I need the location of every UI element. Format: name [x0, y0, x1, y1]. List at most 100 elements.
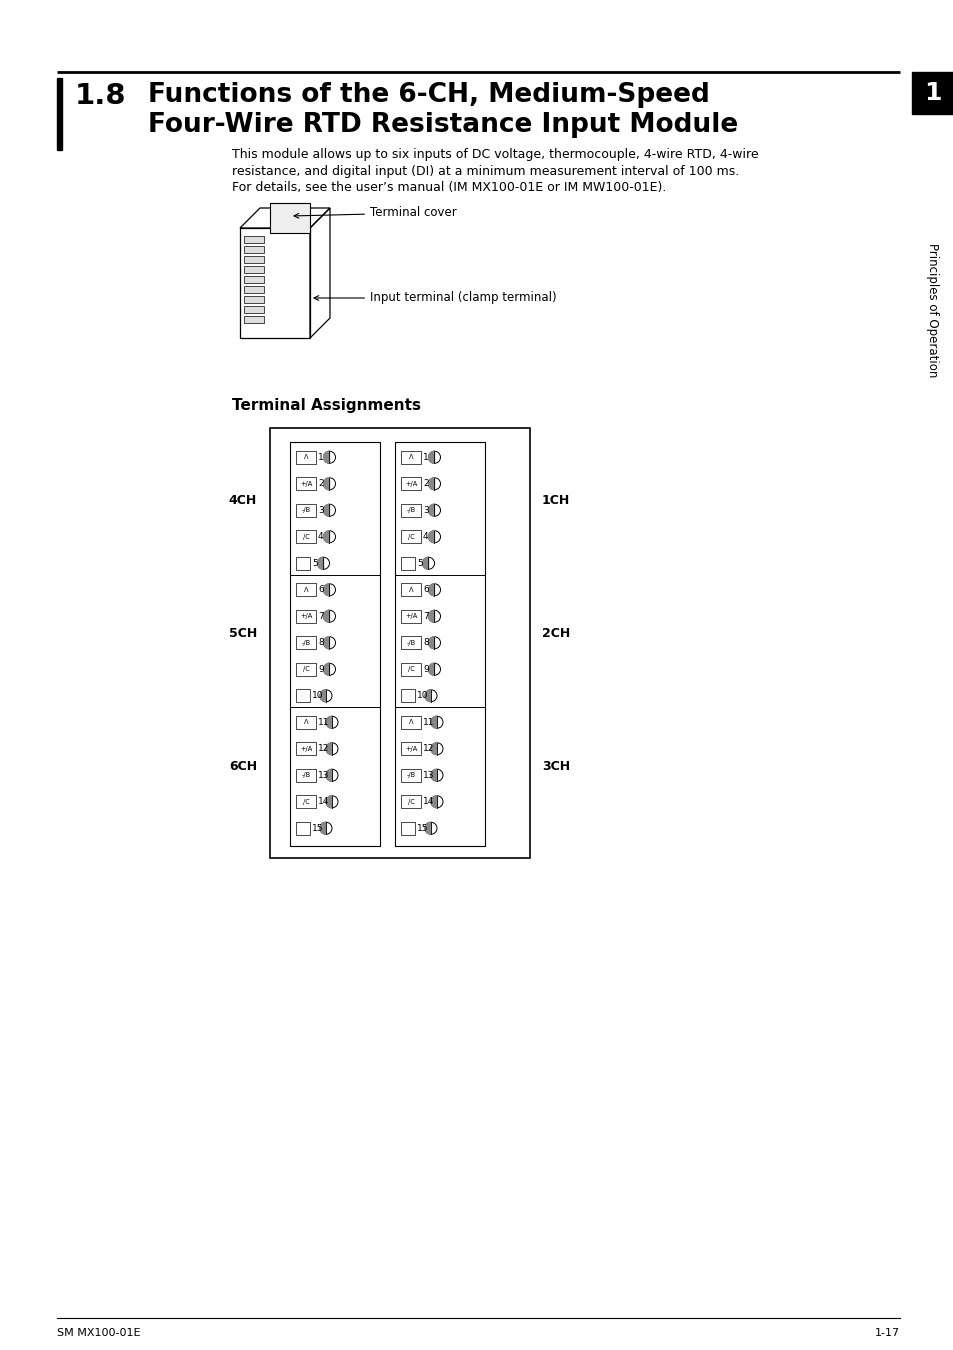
Text: 3: 3	[317, 506, 323, 514]
Polygon shape	[326, 743, 332, 755]
Text: 8: 8	[317, 639, 323, 647]
Text: 1-17: 1-17	[874, 1328, 899, 1338]
Bar	[400, 822, 415, 834]
Bar	[400, 716, 420, 729]
Bar	[400, 636, 420, 649]
Text: Input terminal (clamp terminal): Input terminal (clamp terminal)	[314, 292, 556, 305]
Bar	[295, 610, 315, 622]
Bar	[295, 451, 315, 464]
Polygon shape	[323, 637, 329, 649]
Text: -/B: -/B	[406, 508, 416, 513]
Text: 7: 7	[317, 612, 323, 621]
Text: +/A: +/A	[299, 481, 312, 487]
Text: Λ: Λ	[303, 587, 308, 593]
Polygon shape	[323, 505, 329, 516]
Bar	[295, 504, 315, 517]
Text: 6: 6	[422, 586, 428, 594]
Text: 11: 11	[317, 718, 329, 726]
Text: -/B: -/B	[406, 772, 416, 778]
Text: -/B: -/B	[301, 640, 311, 645]
Bar	[295, 583, 315, 597]
Polygon shape	[326, 717, 332, 728]
Text: Λ: Λ	[408, 720, 413, 725]
Bar	[395, 441, 484, 845]
Text: 6CH: 6CH	[229, 760, 256, 772]
Text: 14: 14	[317, 798, 329, 806]
Text: 15: 15	[312, 824, 323, 833]
Text: Λ: Λ	[303, 720, 308, 725]
Text: 15: 15	[416, 824, 428, 833]
Polygon shape	[326, 769, 332, 782]
Polygon shape	[323, 451, 329, 463]
Polygon shape	[428, 663, 434, 675]
Bar	[244, 316, 264, 323]
Polygon shape	[422, 558, 428, 570]
Bar	[295, 795, 315, 809]
Text: 4: 4	[317, 532, 323, 541]
Polygon shape	[317, 558, 323, 570]
Bar	[400, 690, 415, 702]
Text: 1.8: 1.8	[75, 82, 127, 109]
Bar	[400, 663, 420, 676]
Text: +/A: +/A	[404, 613, 416, 620]
Text: 4: 4	[422, 532, 428, 541]
Text: Terminal cover: Terminal cover	[294, 207, 456, 220]
Bar	[244, 246, 264, 252]
Bar	[400, 478, 420, 490]
Text: 5: 5	[416, 559, 422, 568]
Bar	[400, 583, 420, 597]
Text: 10: 10	[312, 691, 323, 701]
Polygon shape	[323, 531, 329, 543]
Bar	[400, 610, 420, 622]
Bar	[295, 663, 315, 676]
Bar	[295, 478, 315, 490]
Text: 5CH: 5CH	[229, 626, 256, 640]
Polygon shape	[323, 610, 329, 622]
Bar	[400, 531, 420, 543]
Polygon shape	[326, 795, 332, 807]
Bar	[400, 743, 420, 755]
Text: 2CH: 2CH	[541, 626, 570, 640]
Text: -/B: -/B	[301, 508, 311, 513]
Text: 9: 9	[317, 664, 323, 674]
Bar	[400, 451, 420, 464]
Text: 7: 7	[422, 612, 428, 621]
Bar	[244, 286, 264, 293]
Polygon shape	[424, 822, 431, 834]
Text: /C: /C	[302, 533, 309, 540]
Text: 13: 13	[422, 771, 434, 780]
Text: 4CH: 4CH	[229, 494, 256, 508]
Text: 12: 12	[317, 744, 329, 753]
Polygon shape	[323, 663, 329, 675]
Text: 2: 2	[422, 479, 428, 489]
Text: -/B: -/B	[301, 772, 311, 778]
Bar	[244, 306, 264, 313]
Text: 14: 14	[422, 798, 434, 806]
Polygon shape	[431, 769, 436, 782]
Bar	[295, 556, 310, 570]
Bar	[295, 768, 315, 782]
Bar	[244, 275, 264, 284]
Text: -/B: -/B	[406, 640, 416, 645]
Text: Λ: Λ	[408, 587, 413, 593]
Text: This module allows up to six inputs of DC voltage, thermocouple, 4-wire RTD, 4-w: This module allows up to six inputs of D…	[232, 148, 758, 161]
Text: /C: /C	[407, 799, 414, 805]
Text: 5: 5	[312, 559, 317, 568]
Bar	[244, 236, 264, 243]
Text: Λ: Λ	[408, 454, 413, 460]
Bar	[400, 795, 420, 809]
Text: +/A: +/A	[404, 481, 416, 487]
Polygon shape	[431, 795, 436, 807]
Polygon shape	[319, 690, 326, 702]
Bar	[295, 531, 315, 543]
Text: Four-Wire RTD Resistance Input Module: Four-Wire RTD Resistance Input Module	[148, 112, 738, 138]
Text: SM MX100-01E: SM MX100-01E	[57, 1328, 140, 1338]
Text: 9: 9	[422, 664, 428, 674]
Bar	[400, 556, 415, 570]
Bar	[270, 428, 530, 859]
Bar	[400, 768, 420, 782]
Bar	[400, 504, 420, 517]
Bar	[911, 72, 953, 113]
Polygon shape	[428, 637, 434, 649]
Text: +/A: +/A	[299, 613, 312, 620]
